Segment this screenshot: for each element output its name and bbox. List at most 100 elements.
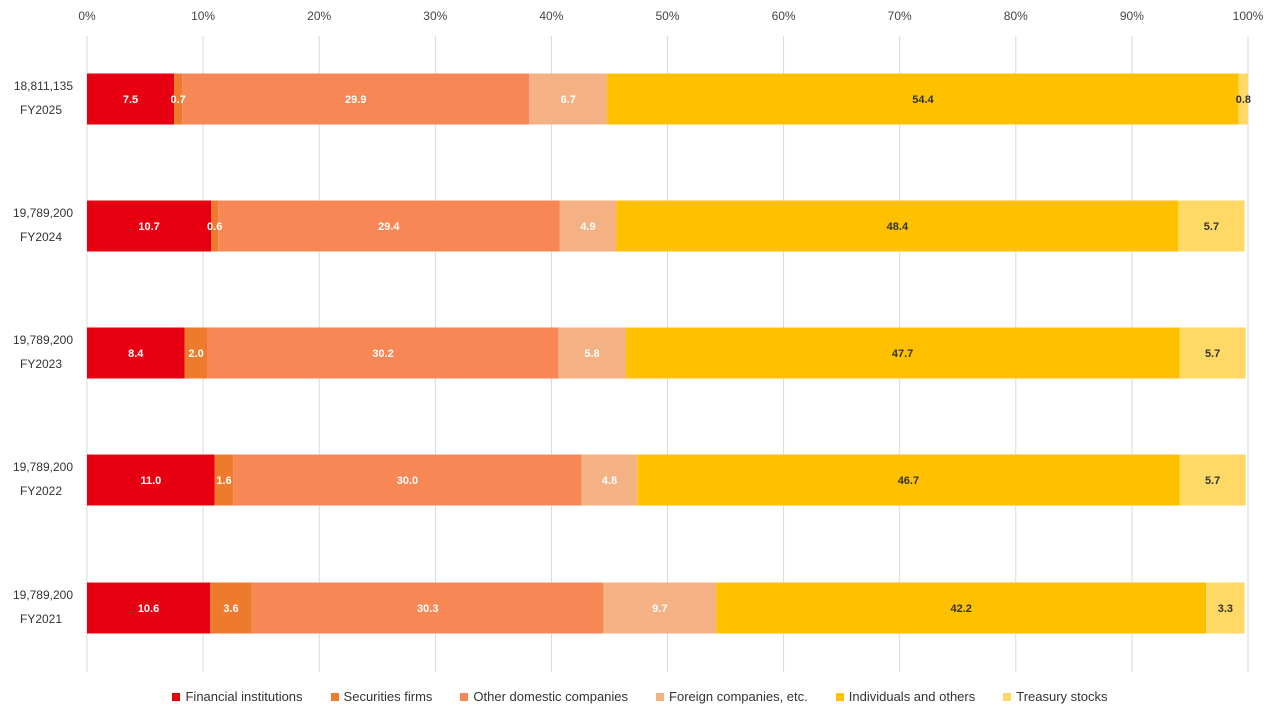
- data-label: 5.7: [1204, 221, 1219, 233]
- data-label: 47.7: [892, 348, 913, 360]
- x-axis-ticks: 0% 10% 20% 30% 40% 50% 60% 70% 80% 90% 100%: [78, 9, 1263, 23]
- category-label: FY2022: [20, 484, 62, 498]
- category-total-label: 19,789,200: [13, 206, 73, 220]
- legend-swatch: [835, 692, 844, 701]
- data-label: 4.9: [580, 221, 595, 233]
- bar-segment: [558, 327, 626, 379]
- category-label: FY2021: [20, 612, 62, 626]
- bar-segment: [210, 582, 252, 634]
- bar-segment: [625, 327, 1180, 379]
- bar-segment: [529, 73, 608, 125]
- legend-item: Treasury stocks: [1003, 689, 1108, 704]
- bars: [87, 73, 1248, 634]
- legend: Financial institutions Securities firms Ot…: [0, 689, 1280, 704]
- bar-segment: [716, 582, 1207, 634]
- category-total-label: 19,789,200: [13, 460, 73, 474]
- category-total-label: 19,789,200: [13, 333, 73, 347]
- data-label: 10.7: [138, 221, 159, 233]
- legend-item: Financial institutions: [172, 689, 303, 704]
- x-tick-label: 60%: [772, 9, 796, 23]
- legend-item: Individuals and others: [835, 689, 976, 704]
- bar-segment: [184, 327, 208, 379]
- bar-segment: [87, 454, 215, 506]
- legend-item: Foreign companies, etc.: [656, 689, 808, 704]
- data-label: 11.0: [140, 475, 161, 487]
- x-tick-label: 100%: [1233, 9, 1264, 23]
- legend-label: Other domestic companies: [473, 689, 629, 704]
- bar-segment: [1179, 454, 1246, 506]
- data-label: 6.7: [561, 94, 576, 106]
- legend-label: Treasury stocks: [1016, 689, 1108, 704]
- legend-swatch: [172, 692, 181, 701]
- category-label: FY2023: [20, 357, 62, 371]
- data-label: 0.7: [170, 94, 185, 106]
- data-label: 42.2: [951, 603, 972, 615]
- legend-swatch: [656, 692, 665, 701]
- legend-item: Other domestic companies: [460, 689, 628, 704]
- bar-segment: [87, 327, 185, 379]
- legend-swatch: [330, 692, 339, 701]
- category-label: FY2024: [20, 230, 62, 244]
- legend-label: Financial institutions: [185, 689, 303, 704]
- bar-segment: [1179, 327, 1246, 379]
- legend-item: Securities firms: [330, 689, 433, 704]
- bar-segment: [637, 454, 1180, 506]
- x-tick-label: 20%: [307, 9, 331, 23]
- bar-segment: [218, 200, 560, 252]
- data-label: 29.4: [378, 221, 400, 233]
- data-label: 5.7: [1205, 475, 1220, 487]
- category-total-label: 19,789,200: [13, 588, 73, 602]
- category-labels: 18,811,135 FY2025 19,789,200 FY2024 19,789,2…: [13, 79, 73, 626]
- bar-segment: [207, 327, 559, 379]
- data-label: 30.2: [372, 348, 393, 360]
- data-label: 54.4: [912, 94, 934, 106]
- bar-segment: [87, 73, 175, 125]
- category-total-label: 18,811,135: [14, 79, 73, 93]
- data-label: 2.0: [188, 348, 203, 360]
- data-label: 0.8: [1236, 94, 1251, 106]
- x-tick-label: 10%: [191, 9, 215, 23]
- x-tick-label: 90%: [1120, 9, 1144, 23]
- legend-label: Foreign companies, etc.: [669, 689, 808, 704]
- bar-segment: [1206, 582, 1245, 634]
- data-label: 4.8: [602, 475, 617, 487]
- legend-label: Securities firms: [343, 689, 433, 704]
- bar-segment: [87, 200, 212, 252]
- data-label: 29.9: [345, 94, 366, 106]
- bar-segment: [211, 200, 219, 252]
- bar-segment: [616, 200, 1179, 252]
- data-label: 0.6: [207, 221, 222, 233]
- bar-segment: [559, 200, 617, 252]
- category-label: FY2025: [20, 103, 62, 117]
- x-tick-label: 40%: [539, 9, 563, 23]
- data-label: 3.3: [1218, 603, 1233, 615]
- bar-segment: [87, 582, 211, 634]
- bar-segment: [581, 454, 638, 506]
- data-label: 30.3: [417, 603, 438, 615]
- data-labels: 7.5 0.7 29.9 6.7 54.4 0.8 10.7 0.6 29.4 4.9 48.4 5.…: [123, 94, 1251, 615]
- bar-segment: [174, 73, 183, 125]
- bar-segment: [1178, 200, 1245, 252]
- data-label: 5.8: [584, 348, 599, 360]
- bar-segment: [182, 73, 530, 125]
- data-label: 3.6: [223, 603, 238, 615]
- legend-swatch: [1003, 692, 1012, 701]
- legend-label: Individuals and others: [848, 689, 976, 704]
- data-label: 1.6: [216, 475, 231, 487]
- x-tick-label: 30%: [423, 9, 447, 23]
- x-tick-label: 80%: [1004, 9, 1028, 23]
- legend-swatch: [460, 692, 469, 701]
- data-label: 10.6: [138, 603, 159, 615]
- bar-segment: [214, 454, 234, 506]
- data-label: 46.7: [898, 475, 919, 487]
- bar-segment: [603, 582, 717, 634]
- data-label: 8.4: [128, 348, 144, 360]
- bar-segment: [1238, 73, 1248, 125]
- data-label: 7.5: [123, 94, 138, 106]
- bar-segment: [607, 73, 1239, 125]
- x-tick-label: 50%: [655, 9, 679, 23]
- data-label: 9.7: [652, 603, 667, 615]
- data-label: 5.7: [1205, 348, 1220, 360]
- bar-segment: [251, 582, 604, 634]
